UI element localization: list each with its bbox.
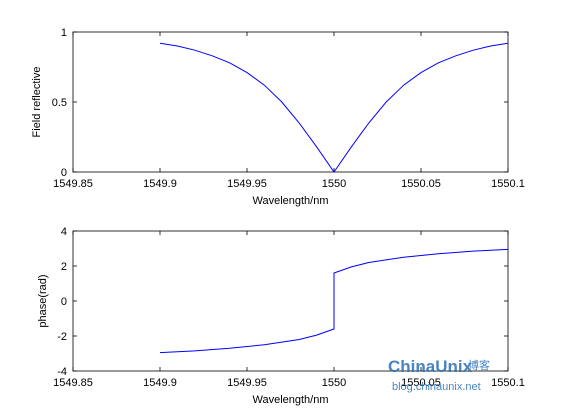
- plot-frame: [72, 31, 509, 173]
- x-tick-label: 1550.05: [401, 377, 441, 389]
- watermark: ChinaUnix 博客 blog.chinaunix.net: [388, 357, 490, 393]
- reflectivity-plot: 1549.85 1549.9 1549.95 1550 1550.05 1550.1 0 0.…: [31, 27, 525, 207]
- x-tick-label: 1550: [322, 377, 346, 389]
- watermark-brand-suffix: 博客: [468, 358, 490, 372]
- y-tick-label: 4: [61, 226, 67, 238]
- y-tick-label: 2: [61, 261, 67, 273]
- series-line: [159, 42, 509, 173]
- x-tick-label: 1550.1: [491, 178, 525, 190]
- watermark-brand: ChinaUnix: [388, 357, 473, 376]
- series-line: [159, 248, 509, 354]
- x-axis-label: Wavelength/nm: [252, 394, 328, 406]
- x-tick-label: 1549.95: [227, 377, 267, 389]
- x-tick-label: 1549.9: [143, 178, 177, 190]
- x-tick-label: 1549.95: [227, 178, 267, 190]
- y-axis-label: phase(rad): [37, 274, 49, 327]
- y-axis-label: Field reflective: [31, 67, 43, 138]
- x-tick-label: 1549.85: [53, 178, 93, 190]
- phase-plot: 1549.85 1549.9 1549.95 1550 1550.05 1550.1 -4 -…: [37, 226, 525, 406]
- y-tick-label: 0: [61, 296, 67, 308]
- x-tick-label: 1550.05: [401, 178, 441, 190]
- x-tick-label: 1549.9: [143, 377, 177, 389]
- y-tick-label: 0.5: [52, 97, 67, 109]
- x-tick-label: 1549.85: [53, 377, 93, 389]
- x-axis-label: Wavelength/nm: [252, 195, 328, 207]
- plot-frame: [72, 230, 509, 372]
- y-tick-label: -4: [57, 366, 67, 378]
- x-tick-label: 1550: [322, 178, 346, 190]
- y-tick-label: -2: [57, 331, 67, 343]
- watermark-url: blog.chinaunix.net: [392, 381, 481, 393]
- y-tick-label: 0: [61, 167, 67, 179]
- x-tick-label: 1550.1: [491, 377, 525, 389]
- y-tick-label: 1: [61, 27, 67, 39]
